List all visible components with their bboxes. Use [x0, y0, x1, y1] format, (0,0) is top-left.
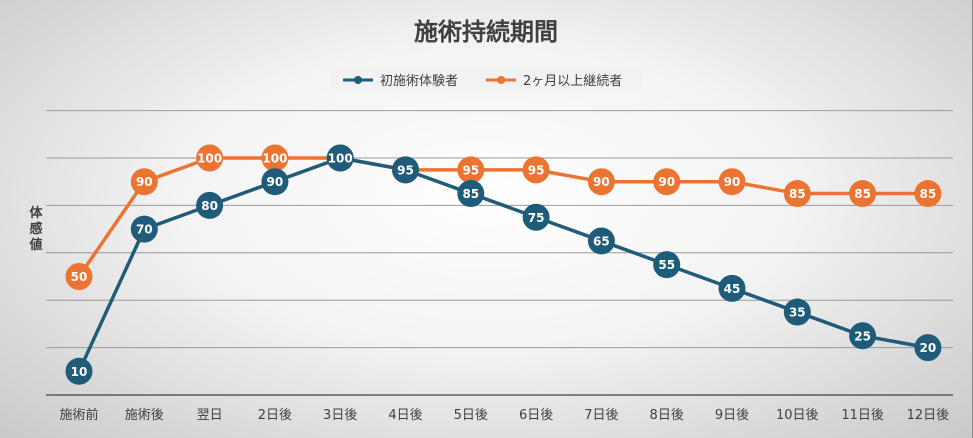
data-label: 10: [71, 365, 88, 379]
legend-label-series-1: 初施術体験者: [380, 74, 458, 89]
data-label: 75: [528, 211, 545, 225]
x-tick-label: 7日後: [584, 408, 618, 423]
x-tick-labels: 施術前 施術後 翌日 2日後 3日後 4日後 5日後 6日後 7日後 8日後 9日後 10日後 11日後…: [59, 407, 949, 423]
data-point: [326, 144, 354, 172]
data-point: [718, 274, 746, 302]
x-tick-label: 施術前: [59, 407, 98, 423]
x-tick-label: 3日後: [323, 408, 357, 423]
data-point: [718, 168, 746, 196]
data-point: [65, 263, 93, 290]
data-label: 100: [197, 152, 222, 166]
data-point: [392, 156, 419, 184]
data-point: [653, 251, 681, 279]
x-tick-label: 8日後: [650, 408, 684, 423]
y-axis-label: 体感値: [28, 205, 43, 253]
data-label: 90: [724, 175, 741, 189]
data-point: [196, 191, 224, 219]
data-point: [261, 168, 289, 196]
data-point: [130, 215, 158, 243]
legend-marker-series-1: [354, 76, 362, 84]
legend-marker-series-2: [497, 76, 505, 84]
data-label: 70: [136, 223, 153, 237]
data-point: [65, 357, 93, 385]
x-tick-label: 11日後: [841, 408, 884, 423]
data-point: [849, 322, 877, 350]
data-point: [522, 156, 550, 184]
legend-label-series-2: 2ヶ月以上継続者: [523, 74, 622, 89]
series-layer: 50 90 100 100 100 95 95 95 90 90 90 85 85 85 10 70 80 901…: [65, 144, 942, 385]
legend: 初施術体験者 2ヶ月以上継続者: [343, 74, 622, 89]
data-point: [914, 334, 942, 362]
data-point: [130, 168, 158, 196]
data-point: [914, 180, 942, 208]
x-tick-label: 翌日: [197, 408, 223, 423]
x-tick-label: 施術後: [125, 408, 164, 423]
data-point: [587, 227, 615, 255]
data-point: [783, 180, 811, 208]
x-tick-label: 6日後: [519, 408, 553, 423]
data-label: 45: [724, 282, 741, 296]
data-point: [849, 180, 877, 208]
data-label: 85: [462, 187, 479, 201]
data-label: 90: [593, 175, 610, 189]
data-label: 100: [262, 152, 287, 166]
x-tick-label: 5日後: [454, 408, 488, 423]
data-label: 55: [658, 258, 675, 272]
x-tick-label: 10日後: [776, 408, 819, 423]
x-tick-label: 12日後: [907, 408, 950, 423]
data-label: 95: [462, 163, 479, 177]
data-label: 25: [854, 329, 871, 343]
data-point: [261, 144, 289, 172]
data-label: 95: [528, 163, 545, 177]
x-tick-label: 2日後: [258, 408, 292, 423]
x-tick-label: 4日後: [388, 408, 422, 423]
data-point: [457, 180, 485, 208]
data-label: 95: [397, 163, 414, 177]
data-label: 65: [593, 234, 610, 248]
series-1: 10 70 80 90 100 95 85 75 65 55 45 35 25 20: [65, 144, 942, 385]
series-2: 50 90 100 100 100 95 95 95 90 90 90 85 85 85: [65, 144, 942, 290]
data-label: 50: [71, 270, 88, 284]
data-label: 90: [267, 175, 284, 189]
data-point: [587, 168, 615, 196]
data-label: 90: [658, 175, 675, 189]
data-label: 90: [136, 175, 153, 189]
data-point: [196, 144, 224, 172]
data-label: 100: [328, 152, 353, 166]
data-label: 85: [789, 187, 806, 201]
data-label: 35: [789, 306, 806, 320]
data-label: 80: [201, 199, 218, 213]
data-point: [457, 156, 485, 184]
chart-title: 施術持続期間: [414, 18, 558, 46]
data-point: [783, 298, 811, 326]
x-tick-label: 9日後: [715, 408, 749, 423]
data-point: [653, 168, 681, 196]
data-point: [522, 203, 550, 231]
data-label: 85: [920, 187, 937, 201]
gridlines: [46, 110, 953, 349]
data-label: 20: [920, 341, 937, 355]
data-label: 85: [854, 187, 871, 201]
